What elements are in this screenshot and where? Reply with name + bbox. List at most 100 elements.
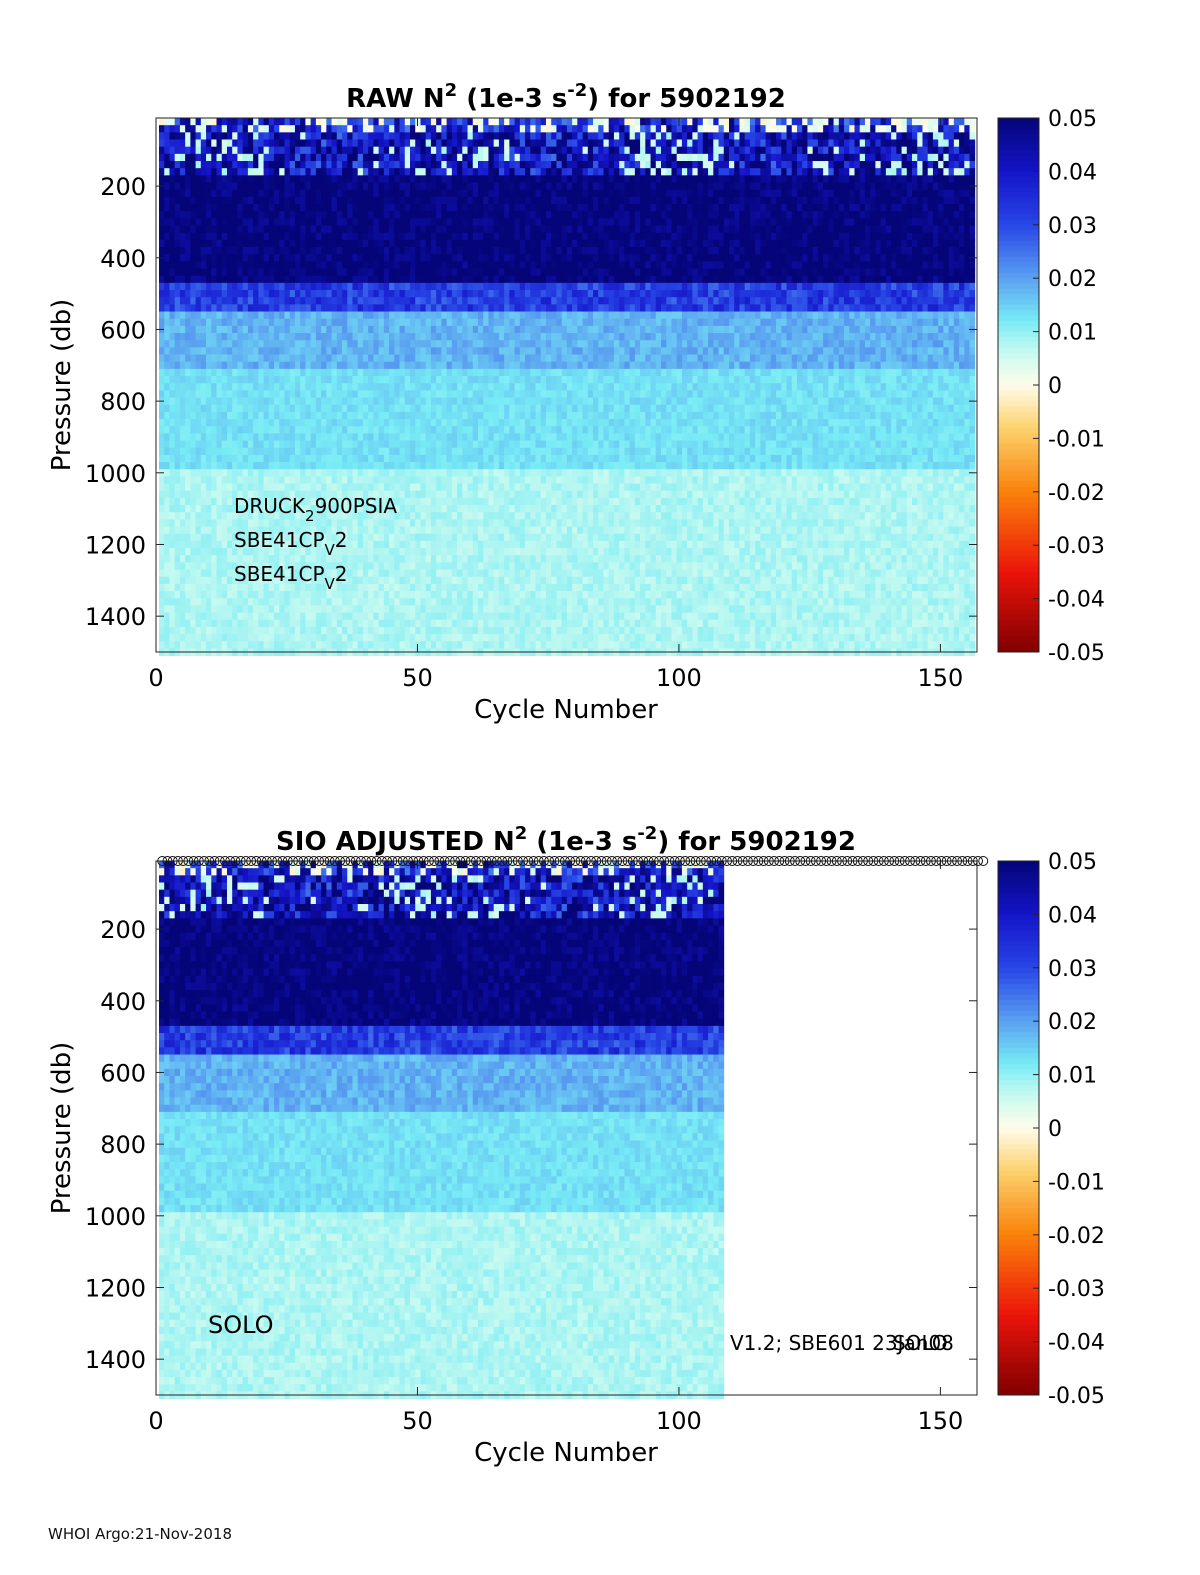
- heatmap-cell: [404, 619, 411, 628]
- heatmap-cell: [477, 196, 484, 205]
- heatmap-cell: [404, 419, 411, 427]
- heatmap-cell: [441, 368, 448, 377]
- heatmap-cell: [436, 232, 442, 241]
- heatmap-cell: [336, 433, 343, 441]
- heatmap-cell: [336, 519, 343, 527]
- heatmap-cell: [195, 383, 202, 391]
- heatmap-cell: [289, 340, 296, 348]
- heatmap-cell: [159, 125, 165, 133]
- heatmap-cell: [404, 397, 411, 406]
- heatmap-cell: [410, 175, 416, 183]
- heatmap-cell: [247, 225, 254, 234]
- heatmap-cell: [378, 540, 385, 549]
- heatmap-cell: [232, 261, 238, 269]
- heatmap-cell: [200, 290, 207, 298]
- heatmap-cell: [477, 612, 484, 621]
- heatmap-cell: [232, 383, 238, 391]
- heatmap-cell: [462, 533, 468, 542]
- heatmap-cell: [237, 361, 244, 370]
- heatmap-cell: [410, 189, 416, 198]
- heatmap-cell: [159, 583, 165, 592]
- heatmap-cell: [247, 490, 254, 499]
- heatmap-cell: [263, 268, 270, 277]
- heatmap-cell: [190, 576, 197, 585]
- heatmap-cell: [315, 218, 322, 226]
- heatmap-cell: [258, 146, 264, 155]
- heatmap-cell: [441, 361, 448, 370]
- heatmap-cell: [226, 132, 233, 140]
- heatmap-cell: [185, 612, 191, 621]
- heatmap-cell: [247, 204, 254, 212]
- heatmap-cell: [206, 282, 212, 291]
- heatmap-cell: [504, 204, 510, 212]
- heatmap-cell: [310, 483, 317, 492]
- heatmap-cell: [274, 548, 280, 556]
- heatmap-cell: [279, 282, 285, 291]
- heatmap-cell: [394, 591, 400, 599]
- heatmap-cell: [477, 605, 484, 613]
- heatmap-cell: [247, 161, 254, 169]
- heatmap-cell: [279, 440, 285, 449]
- heatmap-cell: [258, 204, 264, 212]
- heatmap-cell: [253, 189, 259, 198]
- heatmap-cell: [268, 569, 275, 578]
- heatmap-cell: [436, 361, 442, 370]
- heatmap-cell: [399, 333, 406, 341]
- heatmap-cell: [174, 419, 181, 427]
- heatmap-cell: [389, 533, 395, 542]
- heatmap-cell: [315, 232, 322, 241]
- heatmap-cell: [383, 325, 390, 334]
- heatmap-cell: [368, 325, 374, 334]
- heatmap-cell: [263, 368, 270, 377]
- heatmap-cell: [237, 268, 244, 277]
- heatmap-cell: [274, 419, 280, 427]
- heatmap-cell: [336, 591, 343, 599]
- heatmap-cell: [289, 404, 296, 413]
- heatmap-cell: [446, 526, 453, 535]
- heatmap-cell: [159, 626, 165, 635]
- heatmap-cell: [472, 641, 479, 649]
- heatmap-cell: [242, 254, 249, 262]
- heatmap-cell: [326, 290, 332, 298]
- heatmap-cell: [362, 333, 369, 341]
- heatmap-cell: [190, 232, 197, 241]
- heatmap-cell: [247, 218, 254, 226]
- heatmap-cell: [232, 583, 238, 592]
- heatmap-cell: [169, 454, 176, 463]
- heatmap-cell: [216, 311, 223, 320]
- heatmap-cell: [373, 390, 380, 398]
- heatmap-cell: [300, 641, 306, 649]
- heatmap-cell: [185, 619, 191, 628]
- heatmap-cell: [206, 634, 212, 642]
- heatmap-cell: [357, 132, 364, 140]
- heatmap-cell: [185, 297, 191, 305]
- heatmap-cell: [159, 189, 165, 198]
- heatmap-cell: [420, 433, 427, 441]
- heatmap-cell: [279, 211, 285, 219]
- heatmap-cell: [164, 218, 170, 226]
- heatmap-cell: [441, 282, 448, 291]
- heatmap-cell: [226, 426, 233, 434]
- heatmap-cell: [347, 118, 353, 126]
- heatmap-cell: [274, 454, 280, 463]
- heatmap-cell: [321, 211, 327, 219]
- heatmap-cell: [394, 583, 400, 592]
- heatmap-cell: [294, 347, 301, 355]
- heatmap-cell: [268, 598, 275, 606]
- heatmap-cell: [159, 175, 165, 183]
- heatmap-cell: [410, 146, 416, 155]
- heatmap-cell: [352, 591, 359, 599]
- heatmap-cell: [305, 347, 312, 355]
- heatmap-cell: [352, 297, 359, 305]
- heatmap-cell: [310, 196, 317, 205]
- heatmap-cell: [399, 347, 406, 355]
- heatmap-cell: [190, 175, 197, 183]
- heatmap-cell: [504, 347, 510, 355]
- heatmap-cell: [226, 576, 233, 585]
- heatmap-cell: [347, 275, 353, 284]
- heatmap-cell: [462, 354, 468, 363]
- heatmap-cell: [446, 598, 453, 606]
- heatmap-cell: [383, 275, 390, 284]
- heatmap-cell: [263, 641, 270, 649]
- heatmap-cell: [451, 125, 458, 133]
